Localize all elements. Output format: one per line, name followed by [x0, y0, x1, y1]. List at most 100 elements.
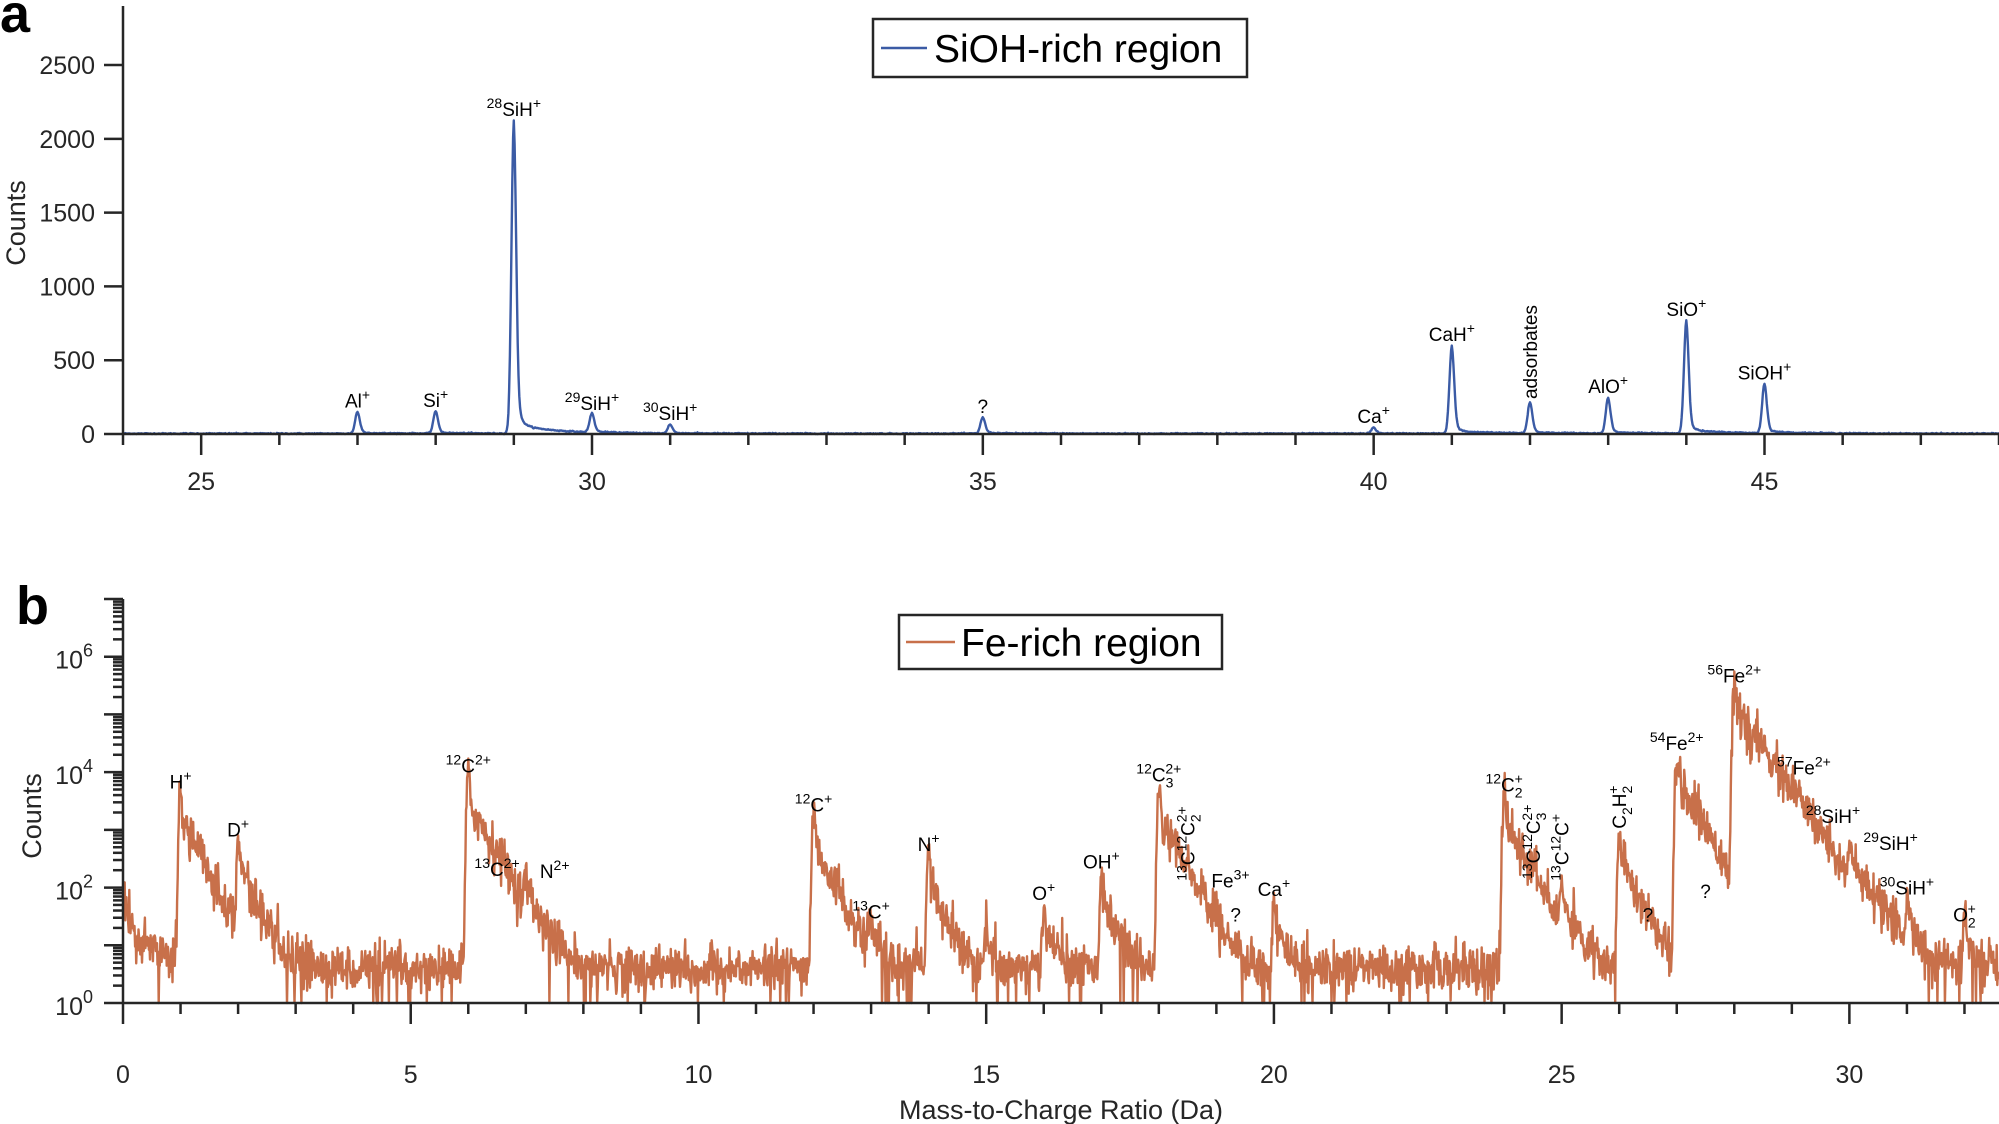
- peak-label-base: H: [170, 772, 184, 793]
- peak-label: ?: [978, 397, 989, 418]
- peak-label: Ca+: [1258, 875, 1290, 901]
- peak-label-base: Fe: [1665, 734, 1687, 755]
- peak-label: 54Fe2+: [1650, 729, 1704, 755]
- y-tick-exponent: 0: [83, 987, 93, 1007]
- peak-label-charge: +: [882, 897, 890, 913]
- peak-label-charge: +: [1698, 295, 1706, 311]
- y-tick-base: 10: [55, 878, 83, 906]
- legend-b: Fe-rich region: [897, 613, 1224, 671]
- peak-label-iso: 13: [852, 897, 868, 913]
- panel-label-b: b: [16, 576, 49, 636]
- peak-label-charge: +: [824, 791, 832, 807]
- y-tick-label: 104: [55, 756, 93, 790]
- peak-label: H+: [170, 767, 192, 793]
- peak-label-mid-base: C: [1179, 822, 1200, 836]
- peak-label-iso: 13: [1174, 865, 1190, 881]
- x-tick-label: 10: [685, 1061, 713, 1089]
- peak-label-base: SiH: [659, 404, 690, 425]
- y-tick-exponent: 2: [83, 872, 93, 892]
- peak-label: N+: [918, 830, 940, 856]
- peak-label-iso: 12: [446, 752, 462, 768]
- peak-label-base: C: [868, 902, 882, 923]
- peak-label: D+: [227, 815, 249, 841]
- peak-label-mid-iso: 12: [1174, 836, 1190, 852]
- y-tick-label: 1500: [39, 200, 95, 228]
- peak-label: ?: [1643, 906, 1654, 927]
- peak-label: 13C12C32+: [1519, 805, 1549, 879]
- peak-label: 30SiH+: [643, 399, 697, 425]
- peak-label-charge: +: [1047, 879, 1055, 895]
- peak-label: AlO+: [1588, 372, 1628, 398]
- peak-label-base: ?: [978, 397, 989, 418]
- peak-label-base: AlO: [1588, 377, 1620, 398]
- peak-label-base: OH: [1083, 853, 1112, 874]
- y-tick-label: 2500: [39, 52, 95, 80]
- peak-label: 13C2+: [474, 855, 519, 881]
- peak-label-charge: +: [241, 815, 249, 831]
- x-axis-label-b: Mass-to-Charge Ratio (Da): [899, 1095, 1223, 1124]
- peak-label-iso: 13: [1519, 863, 1535, 879]
- peak-label-iso: 54: [1650, 729, 1666, 745]
- peak-label-sub: 2: [1619, 807, 1635, 815]
- peak-label-iso: 30: [643, 399, 659, 415]
- peak-label: O2+: [1953, 901, 1976, 931]
- y-tick-base: 10: [55, 762, 83, 790]
- peak-label: 12C32+: [1136, 760, 1181, 790]
- peak-label-charge: +: [1620, 372, 1628, 388]
- y-tick-label: 2000: [39, 126, 95, 154]
- legend-a: SiOH-rich region: [871, 17, 1249, 79]
- peak-label-charge: 2+: [475, 752, 491, 768]
- peak-label-base2: H: [1610, 794, 1631, 808]
- panel-label-a: a: [0, 0, 31, 44]
- peak-label-mid-iso: 12: [1548, 836, 1564, 852]
- peak-label-mid-base: C: [1553, 822, 1574, 836]
- peak-label-iso: 13: [1548, 865, 1564, 881]
- y-tick-exponent: 4: [83, 756, 93, 776]
- peak-label-base: C: [1610, 815, 1631, 829]
- peak-label: N2+: [540, 857, 570, 883]
- peak-label-charge: +: [183, 767, 191, 783]
- y-tick-base: 10: [55, 647, 83, 675]
- peak-label-charge: 3+: [1234, 867, 1250, 883]
- peak-label-charge: 2+: [1165, 760, 1181, 776]
- legend-text-b: Fe-rich region: [961, 622, 1202, 665]
- peak-label-charge: +: [1548, 814, 1564, 822]
- peak-label-mid-base: C: [1524, 820, 1545, 834]
- peak-label-sub: 2: [1968, 915, 1976, 931]
- peak-label: 28SiH+: [1806, 802, 1860, 828]
- peak-label-base: N: [918, 835, 932, 856]
- peak-label-charge: +: [1515, 770, 1523, 786]
- spectrum-line-b: [121, 670, 1999, 1005]
- spectrum-line-a: [122, 119, 1999, 436]
- peak-label-base: O: [1032, 884, 1047, 905]
- peak-label: Al+: [345, 386, 370, 412]
- peak-label-charge: 2+: [1519, 805, 1535, 821]
- peak-label-charge: +: [1926, 874, 1934, 890]
- peak-label-iso: 57: [1777, 754, 1793, 770]
- peak-label-mid-iso: 12: [1519, 834, 1535, 850]
- peak-label-base: CaH: [1429, 325, 1467, 346]
- peak-label: OH+: [1083, 848, 1120, 874]
- peak-label-charge: +: [533, 95, 541, 111]
- peak-label-base: Ca: [1357, 407, 1382, 428]
- x-tick-label: 20: [1260, 1061, 1288, 1089]
- peak-label: SiOH+: [1738, 359, 1792, 385]
- peak-label: 30SiH+: [1880, 874, 1934, 900]
- peak-label-base: SiH: [502, 100, 533, 121]
- y-tick-label: 100: [55, 987, 93, 1021]
- x-tick-label: 45: [1751, 468, 1779, 496]
- peak-label-charge: +: [931, 830, 939, 846]
- peak-label-charge: +: [1382, 402, 1390, 418]
- peak-label-iso: 13: [474, 855, 490, 871]
- peak-label-iso: 12: [1485, 770, 1501, 786]
- peak-label-iso: 29: [1863, 829, 1879, 845]
- peak-label-iso: 56: [1707, 662, 1723, 678]
- y-tick-base: 10: [55, 993, 83, 1021]
- peak-label-base: Si: [423, 391, 440, 412]
- x-tick-label: 25: [1548, 1061, 1576, 1089]
- peak-label-charge: +: [1783, 359, 1791, 375]
- peak-label-iso: 12: [795, 791, 811, 807]
- peak-label-charge: +: [611, 389, 619, 405]
- peak-label-base: SiO: [1666, 300, 1698, 321]
